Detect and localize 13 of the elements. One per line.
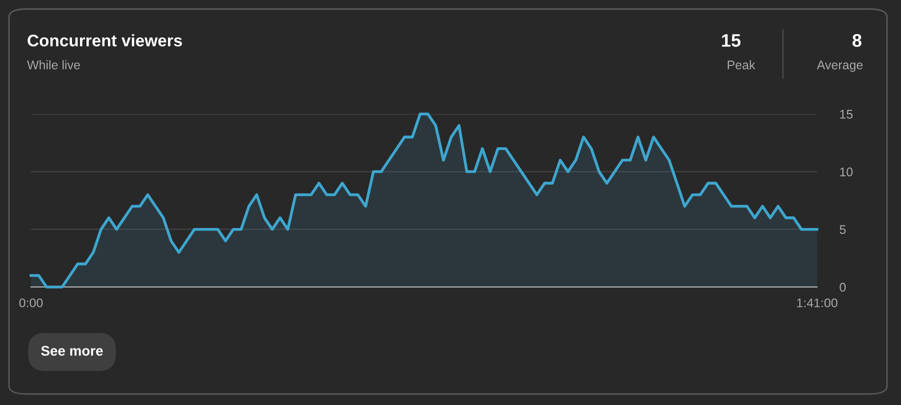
text: Peak [728, 60, 756, 70]
chart-title: Concurrent viewers [28, 34, 182, 46]
y-tick-label: 5 [840, 225, 846, 234]
text: See more [41, 346, 103, 356]
text: 15 [722, 34, 740, 47]
text: 8 [852, 34, 862, 47]
text: Average [816, 60, 863, 72]
x-tick-label: 1:41:00 [797, 298, 838, 308]
x-tick-label: 0:00 [19, 298, 43, 308]
y-tick-label: 15 [840, 110, 853, 119]
y-tick-label: 0 [840, 282, 846, 292]
chart-subtitle: While live [27, 60, 80, 70]
y-tick-label: 10 [840, 167, 853, 176]
